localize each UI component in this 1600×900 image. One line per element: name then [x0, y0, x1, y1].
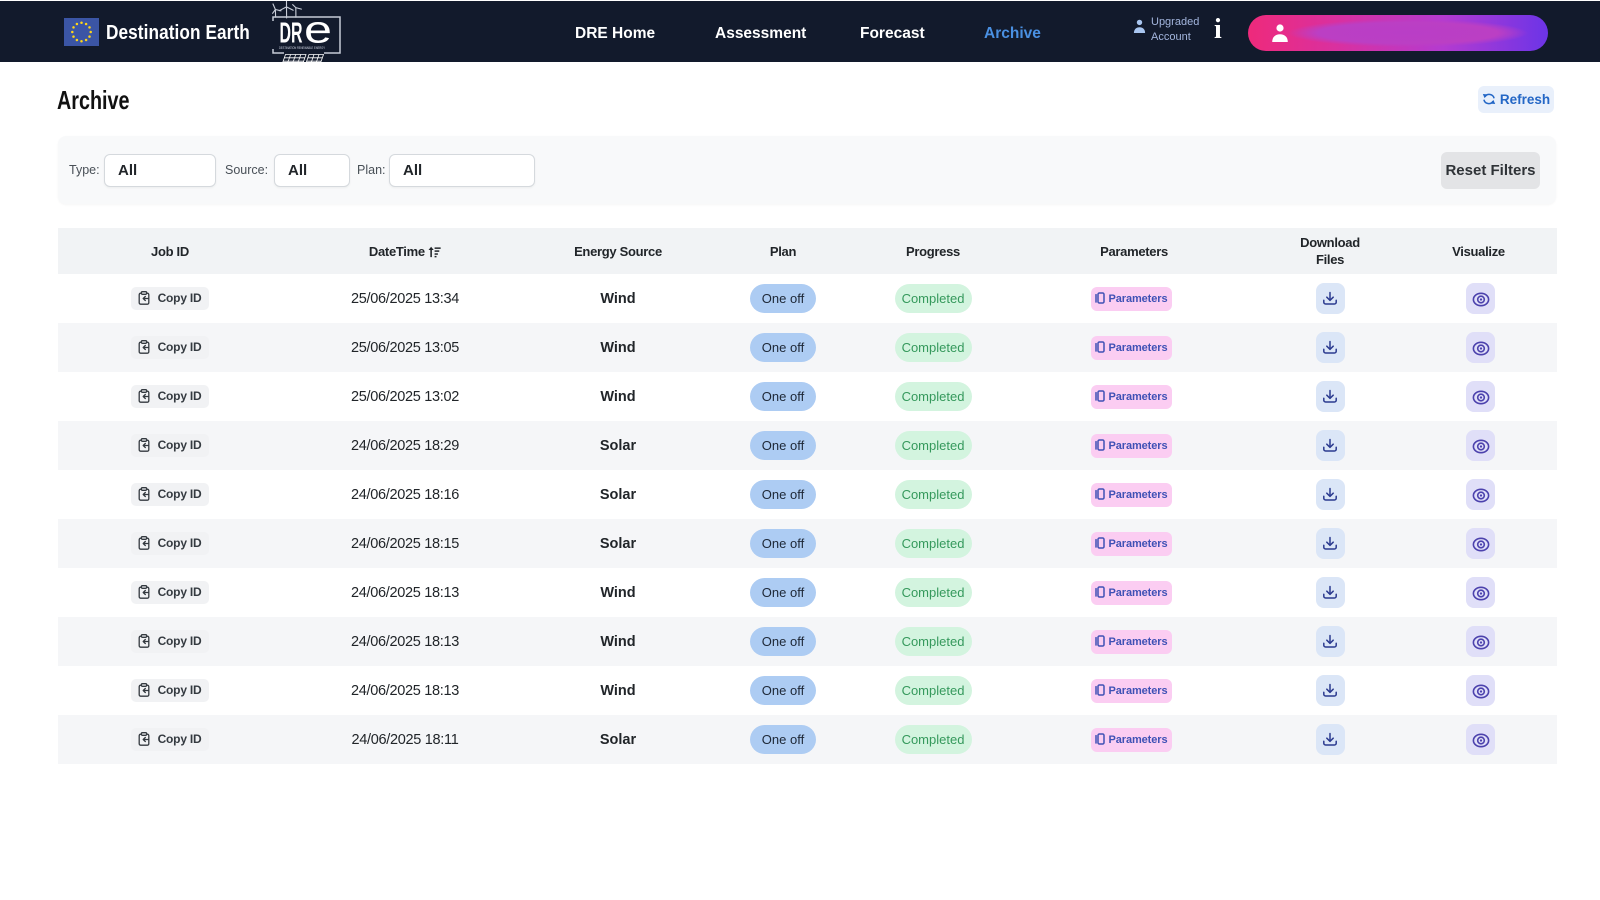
svg-text:DESTINATION RENEWABLE ENERGY: DESTINATION RENEWABLE ENERGY	[279, 46, 326, 50]
svg-text:e: e	[304, 10, 332, 52]
svg-text:DR: DR	[280, 18, 303, 50]
